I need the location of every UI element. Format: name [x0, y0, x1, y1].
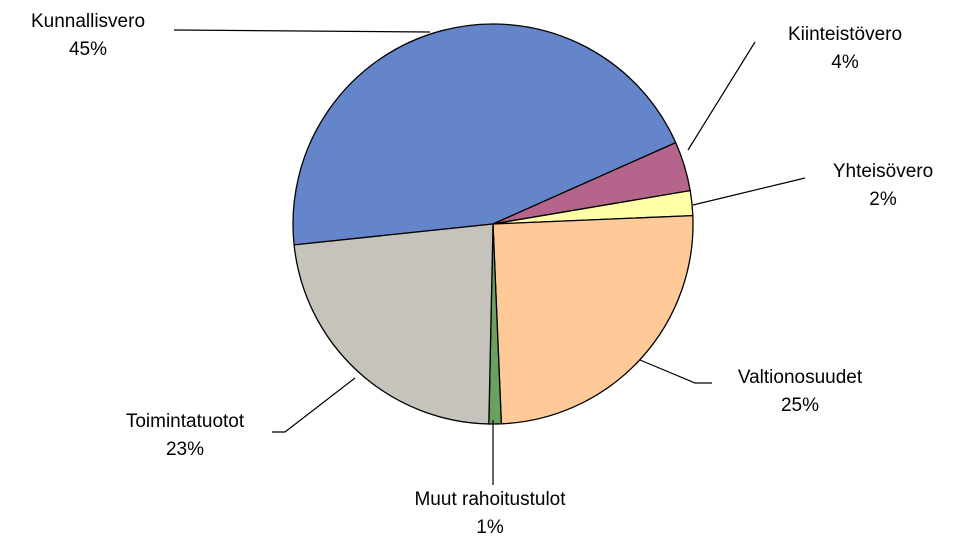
slice-percent: 25%: [781, 395, 819, 416]
slice-label: Valtionosuudet: [738, 367, 863, 388]
leader-line: [272, 377, 356, 433]
slice-label: Muut rahoitustulot: [414, 489, 566, 510]
leader-line: [687, 41, 756, 151]
slice-percent: 2%: [869, 189, 897, 210]
leader-line: [173, 29, 431, 33]
pie-slice: [292, 23, 677, 246]
pie-slice: [293, 223, 494, 425]
slice-label: Toimintatuotot: [126, 411, 245, 432]
slice-label: Yhteisövero: [833, 161, 933, 182]
slice-label: Kiinteistövero: [788, 24, 902, 45]
slice-percent: 4%: [831, 52, 859, 73]
slice-percent: 45%: [69, 39, 107, 60]
leader-line: [692, 177, 806, 206]
leader-line: [639, 359, 712, 384]
pie-slice: [492, 214, 694, 425]
slice-percent: 1%: [476, 517, 504, 538]
slice-percent: 23%: [166, 439, 204, 460]
slice-label: Kunnallisvero: [31, 11, 145, 32]
